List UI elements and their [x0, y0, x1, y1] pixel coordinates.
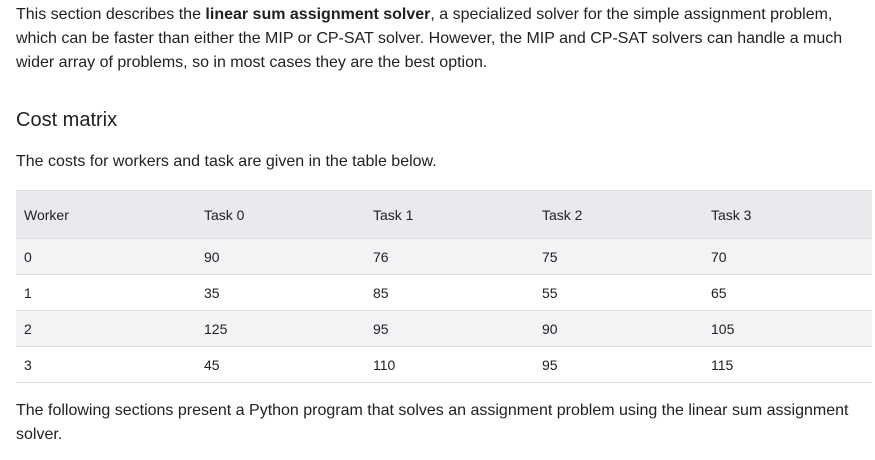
table-cell: 65	[711, 284, 727, 301]
table-cell: 3	[24, 356, 32, 373]
table-row: 0 90 76 75 70	[16, 238, 872, 275]
table-row: 3 45 110 95 115	[16, 346, 872, 383]
header-task-1: Task 1	[365, 190, 534, 239]
table-header-row: Worker Task 0 Task 1 Task 2 Task 3	[16, 190, 872, 239]
table-cell: 85	[373, 284, 389, 301]
table-cell: 95	[373, 320, 389, 337]
header-worker: Worker	[16, 190, 196, 239]
intro-bold-term: linear sum assignment solver	[205, 6, 431, 23]
table-row: 1 35 85 55 65	[16, 274, 872, 311]
table-caption: The costs for workers and task are given…	[16, 153, 437, 170]
table-cell: 45	[204, 356, 220, 373]
cost-matrix-table: Worker Task 0 Task 1 Task 2 Task 3 0 90 …	[16, 190, 872, 383]
table-cell: 76	[373, 248, 389, 265]
table-cell: 35	[204, 284, 220, 301]
table-cell: 2	[24, 320, 32, 337]
table-cell: 90	[204, 248, 220, 265]
table-cell: 90	[542, 320, 558, 337]
header-task-0: Task 0	[196, 190, 365, 239]
table-cell: 55	[542, 284, 558, 301]
table-cell: 75	[542, 248, 558, 265]
table-cell: 1	[24, 284, 32, 301]
intro-paragraph: This section describes the linear sum as…	[16, 3, 872, 75]
intro-text-after: , a specialized solver for the simple as…	[16, 6, 843, 71]
table-cell: 105	[711, 320, 735, 337]
intro-text-before: This section describes the	[16, 6, 206, 23]
outro-paragraph: The following sections present a Python …	[16, 402, 849, 443]
table-cell: 110	[373, 356, 396, 373]
table-cell: 70	[711, 248, 727, 265]
header-task-2: Task 2	[534, 190, 703, 239]
table-row: 2 125 95 90 105	[16, 310, 872, 347]
table-cell: 125	[204, 320, 228, 337]
table-cell: 95	[542, 356, 558, 373]
section-heading: Cost matrix	[16, 109, 118, 131]
table-cell: 115	[711, 356, 734, 373]
header-task-3: Task 3	[703, 190, 872, 239]
table-cell: 0	[24, 248, 32, 265]
